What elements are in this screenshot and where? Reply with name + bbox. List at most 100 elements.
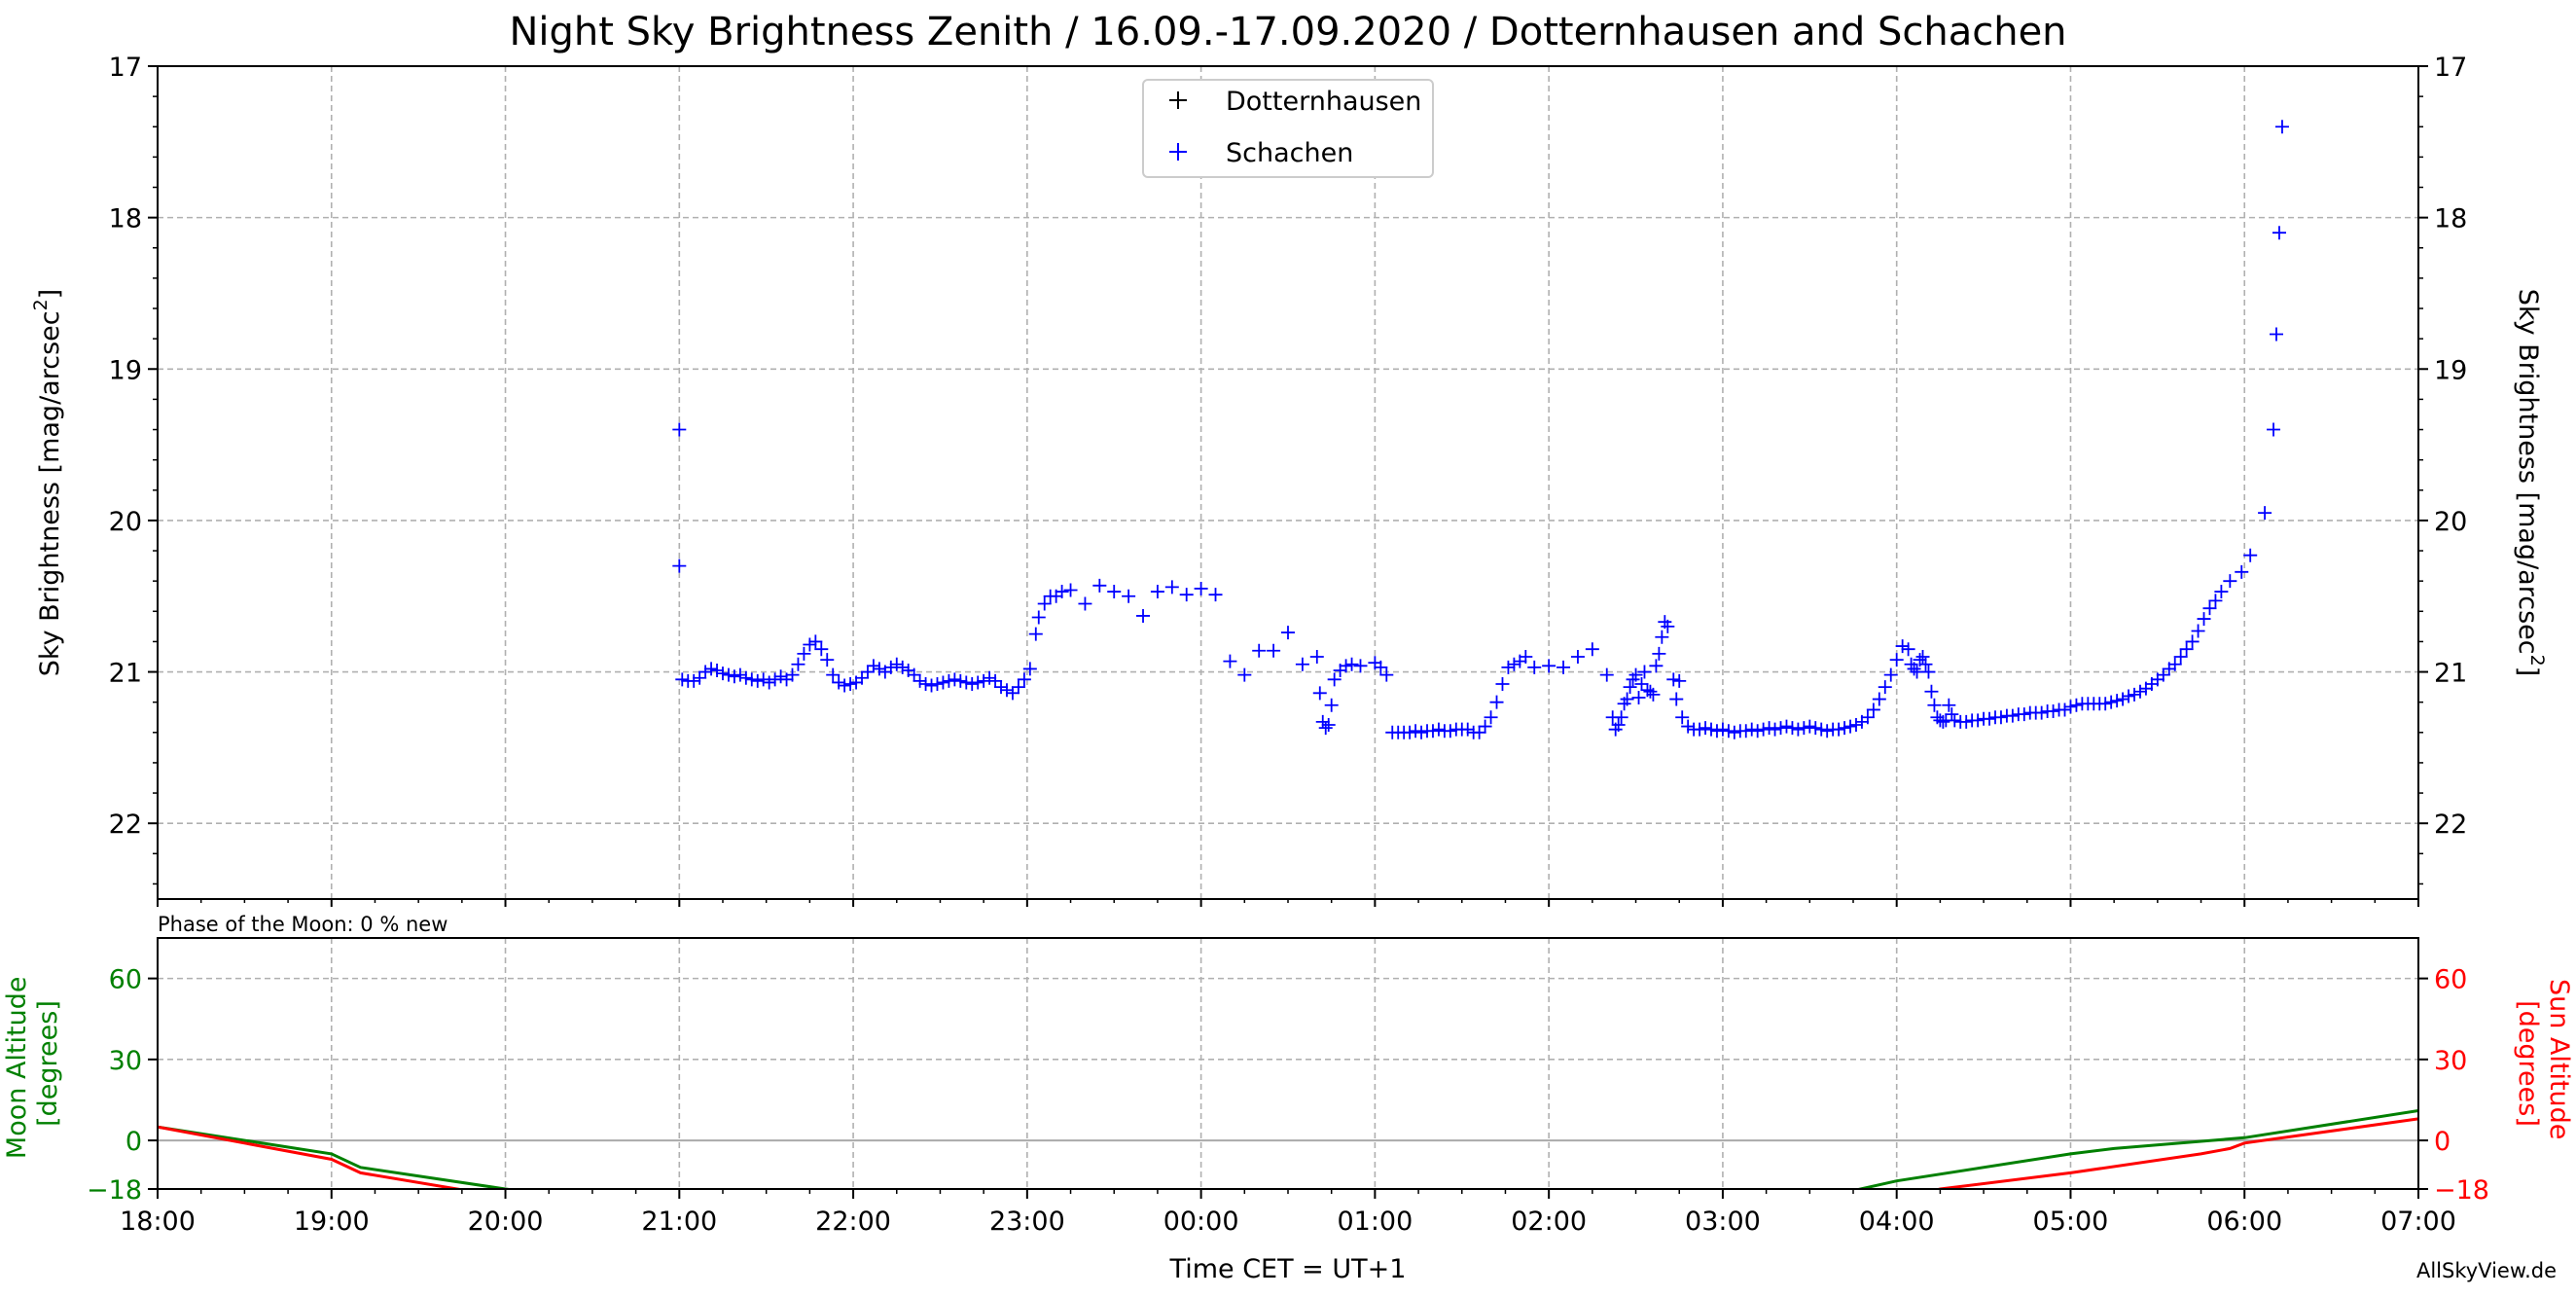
data-point-schachen bbox=[1295, 657, 1309, 671]
data-point-schachen bbox=[959, 675, 974, 690]
data-point-schachen bbox=[2270, 327, 2284, 342]
data-point-schachen bbox=[977, 673, 991, 688]
brightness-yticks-left: 17 18 19 20 21 22 bbox=[109, 53, 158, 885]
data-point-schachen bbox=[1223, 654, 1237, 668]
data-point-schachen bbox=[2274, 120, 2289, 134]
time-xtick-label-18:00: 18:00 bbox=[120, 1207, 196, 1237]
data-point-schachen bbox=[1797, 721, 1811, 736]
data-point-schachen bbox=[866, 659, 880, 673]
data-point-schachen bbox=[1738, 724, 1753, 739]
data-point-schachen bbox=[895, 660, 910, 674]
data-point-schachen bbox=[1136, 608, 1151, 623]
data-point-schachen bbox=[1666, 672, 1681, 687]
data-point-schachen bbox=[2272, 226, 2286, 240]
data-point-schachen bbox=[1672, 673, 1687, 688]
time-xtick-label-23:00: 23:00 bbox=[989, 1207, 1065, 1237]
time-xtick-label-04:00: 04:00 bbox=[1859, 1207, 1935, 1237]
moon-altitude-axis-label: Moon Altitude [degrees] bbox=[2, 968, 63, 1159]
data-point-schachen bbox=[727, 669, 741, 684]
data-point-schachen bbox=[1281, 626, 1295, 640]
data-point-schachen bbox=[1915, 649, 1930, 664]
data-point-schachen bbox=[1614, 710, 1628, 725]
data-point-schachen bbox=[1936, 714, 1950, 729]
data-point-schachen bbox=[1164, 580, 1179, 594]
legend-box bbox=[1142, 79, 1434, 178]
data-point-schachen bbox=[1791, 722, 1806, 737]
data-point-schachen bbox=[1878, 680, 1892, 695]
data-point-schachen bbox=[1527, 660, 1542, 674]
data-point-schachen bbox=[1344, 657, 1359, 671]
data-point-schachen bbox=[1652, 646, 1666, 661]
data-point-schachen bbox=[687, 673, 701, 688]
data-point-schachen bbox=[948, 672, 962, 687]
data-point-schachen bbox=[2258, 506, 2272, 521]
data-point-schachen bbox=[1017, 672, 1031, 687]
brightness-ytick-label-left: 17 bbox=[109, 53, 142, 83]
data-point-schachen bbox=[1431, 722, 1446, 737]
data-point-schachen bbox=[2202, 601, 2217, 616]
brightness-ytick-label-left: 21 bbox=[109, 659, 142, 689]
data-point-schachen bbox=[1832, 722, 1846, 737]
data-point-schachen bbox=[1768, 722, 1782, 737]
brightness-yticks-right: 17 18 19 20 21 22 bbox=[2418, 53, 2467, 885]
data-point-schachen bbox=[912, 673, 927, 688]
data-point-schachen bbox=[738, 670, 753, 685]
data-point-schachen bbox=[672, 422, 687, 437]
legend-label-schachen: Schachen bbox=[1226, 138, 1353, 168]
time-xtick-label-00:00: 00:00 bbox=[1163, 1207, 1239, 1237]
data-point-schachen bbox=[1315, 714, 1330, 729]
data-point-schachen bbox=[2069, 698, 2084, 712]
data-point-schachen bbox=[1443, 724, 1457, 739]
data-point-schachen bbox=[1838, 721, 1852, 736]
data-point-schachen bbox=[716, 667, 730, 681]
data-point-schachen bbox=[1945, 707, 1959, 722]
data-point-schachen bbox=[1556, 660, 1571, 674]
data-point-schachen bbox=[1921, 665, 1936, 679]
data-point-schachen bbox=[1704, 722, 1719, 737]
brightness-ytick-label-right: 19 bbox=[2434, 355, 2467, 385]
time-xtick-label-22:00: 22:00 bbox=[815, 1207, 891, 1237]
data-point-schachen bbox=[953, 673, 968, 688]
data-point-schachen bbox=[907, 667, 921, 682]
brightness-grid bbox=[158, 66, 2418, 899]
data-point-schachen bbox=[1312, 686, 1327, 701]
data-point-schachen bbox=[1623, 680, 1637, 695]
data-point-schachen bbox=[1078, 596, 1092, 611]
data-point-schachen bbox=[1321, 718, 1336, 733]
sun-ytick-label: −18 bbox=[2434, 1175, 2489, 1206]
data-point-schachen bbox=[1637, 665, 1652, 679]
data-point-schachen bbox=[1709, 724, 1724, 739]
data-point-schachen bbox=[2057, 703, 2072, 717]
time-xtick-label-03:00: 03:00 bbox=[1685, 1207, 1761, 1237]
time-xtick-label-20:00: 20:00 bbox=[468, 1207, 544, 1237]
data-point-schachen bbox=[1122, 589, 1136, 603]
data-point-schachen bbox=[1374, 660, 1388, 674]
legend-marker-dotternhausen bbox=[1169, 91, 1187, 109]
data-point-schachen bbox=[1519, 649, 1533, 664]
data-point-schachen bbox=[1409, 724, 1423, 739]
data-point-schachen bbox=[1472, 725, 1486, 739]
data-point-schachen bbox=[1179, 588, 1194, 602]
data-point-schachen bbox=[1570, 649, 1585, 664]
data-point-schachen bbox=[693, 670, 707, 685]
data-point-schachen bbox=[1808, 721, 1823, 736]
data-point-schachen bbox=[698, 665, 713, 679]
data-point-schachen bbox=[768, 672, 782, 687]
moon-ytick-label: 0 bbox=[125, 1127, 142, 1157]
legend-label-dotternhausen: Dotternhausen bbox=[1226, 87, 1421, 117]
data-point-schachen bbox=[1948, 713, 1962, 728]
chart-title: Night Sky Brightness Zenith / 16.09.-17.… bbox=[509, 10, 2066, 54]
data-point-schachen bbox=[1208, 588, 1223, 602]
data-point-schachen bbox=[1028, 627, 1043, 641]
data-point-schachen bbox=[1542, 659, 1556, 673]
altitude-panel: −18 0 30 60 −18 0 30 60 18:00 19:00 20:00 21:00 22… bbox=[2, 937, 2574, 1284]
data-point-schachen bbox=[803, 637, 817, 652]
data-point-schachen bbox=[756, 672, 770, 687]
x-axis-label: Time CET = UT+1 bbox=[1169, 1254, 1407, 1284]
data-point-schachen bbox=[2179, 642, 2194, 657]
data-point-schachen bbox=[2063, 700, 2078, 714]
data-point-schachen bbox=[1005, 686, 1020, 701]
data-point-schachen bbox=[1901, 642, 1915, 657]
data-point-schachen bbox=[1910, 665, 1924, 679]
data-point-schachen bbox=[1924, 684, 1939, 699]
